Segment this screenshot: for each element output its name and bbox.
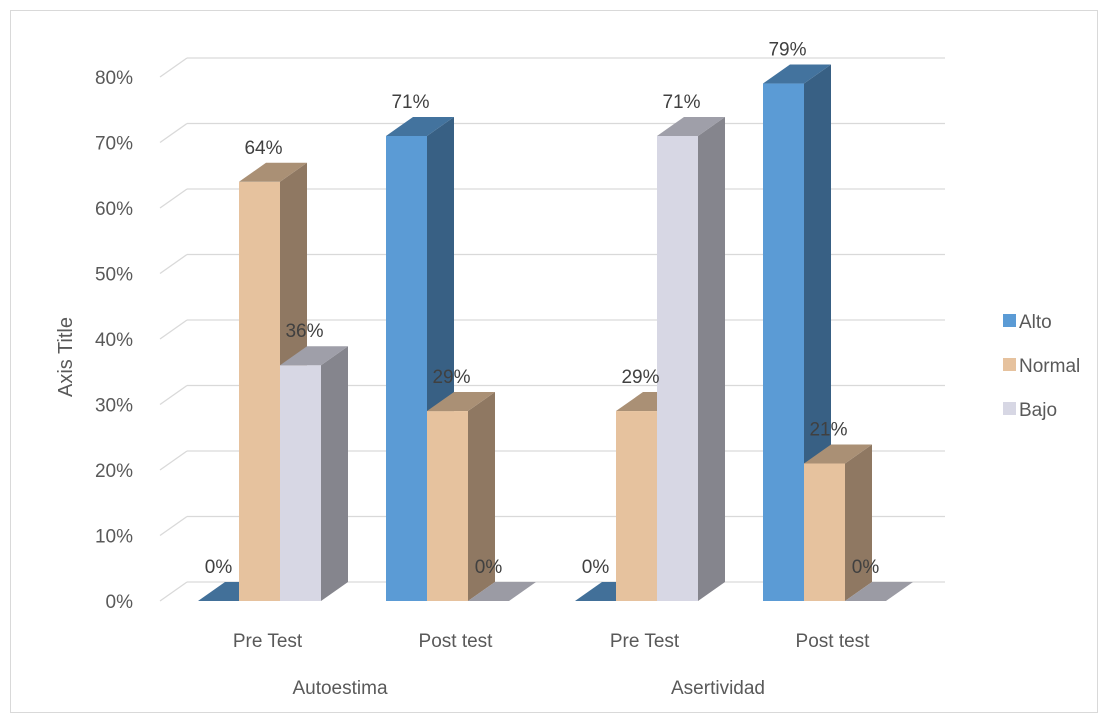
data-label: 79% bbox=[768, 40, 806, 61]
gridline-side bbox=[159, 57, 188, 78]
gridline-side bbox=[159, 515, 188, 537]
data-label: 0% bbox=[852, 557, 880, 578]
bars bbox=[198, 64, 913, 602]
bar-bajo bbox=[468, 582, 536, 601]
legend: Alto Normal Bajo bbox=[1003, 312, 1080, 421]
data-label: 29% bbox=[432, 367, 470, 388]
y-tick-label: 20% bbox=[95, 461, 133, 482]
legend-swatch bbox=[1003, 402, 1016, 415]
y-tick-label: 30% bbox=[95, 396, 133, 417]
data-label: 71% bbox=[391, 92, 429, 113]
y-tick-label: 10% bbox=[95, 527, 133, 548]
legend-label: Alto bbox=[1019, 312, 1052, 333]
legend-label: Normal bbox=[1019, 356, 1080, 377]
y-tick-label: 80% bbox=[95, 68, 133, 89]
data-label: 36% bbox=[285, 321, 323, 342]
x-axis-group-labels: Autoestima Asertividad bbox=[292, 678, 765, 699]
y-axis-ticks: 0% 10% 20% 30% 40% 50% 60% 70% 80% bbox=[95, 68, 133, 613]
legend-swatch bbox=[1003, 314, 1016, 327]
x-group-label: Autoestima bbox=[292, 678, 387, 699]
y-axis-title: Axis Title bbox=[55, 317, 77, 397]
y-tick-label: 70% bbox=[95, 134, 133, 155]
x-tick-label: Post test bbox=[419, 631, 494, 652]
gridline-side bbox=[159, 253, 188, 275]
y-tick-label: 50% bbox=[95, 265, 133, 286]
data-label: 64% bbox=[244, 138, 282, 159]
legend-item-alto: Alto bbox=[1003, 312, 1052, 333]
bar-bajo bbox=[845, 582, 913, 601]
data-label: 0% bbox=[475, 557, 503, 578]
bar-bajo bbox=[280, 346, 348, 601]
bar-bajo bbox=[657, 116, 725, 601]
y-tick-label: 60% bbox=[95, 199, 133, 220]
legend-item-bajo: Bajo bbox=[1003, 400, 1057, 421]
gridline-side bbox=[159, 384, 188, 406]
x-tick-label: Post test bbox=[796, 631, 871, 652]
data-label: 0% bbox=[582, 557, 610, 578]
chart-frame bbox=[10, 10, 1098, 713]
gridline-side bbox=[159, 450, 188, 471]
bar-normal bbox=[427, 392, 495, 601]
gridline-side bbox=[159, 319, 188, 340]
gridline-side bbox=[159, 581, 188, 602]
gridline-side bbox=[159, 188, 188, 209]
data-label: 0% bbox=[205, 557, 233, 578]
gridline-side bbox=[159, 122, 188, 144]
legend-item-normal: Normal bbox=[1003, 356, 1080, 377]
legend-swatch bbox=[1003, 358, 1016, 371]
data-label: 71% bbox=[662, 92, 700, 113]
data-label: 21% bbox=[809, 419, 847, 440]
x-axis-ticks: Pre Test Post test Pre Test Post test bbox=[233, 631, 870, 652]
x-tick-label: Pre Test bbox=[233, 631, 303, 652]
legend-label: Bajo bbox=[1019, 400, 1057, 421]
x-group-label: Asertividad bbox=[671, 678, 765, 699]
data-labels: 0% 64% 36% 71% 29% 0% 0% 29% 71% 79% 21% 0% bbox=[205, 40, 880, 578]
y-tick-label: 40% bbox=[95, 330, 133, 351]
y-tick-label: 0% bbox=[106, 592, 134, 613]
data-label: 29% bbox=[621, 367, 659, 388]
bar-normal bbox=[804, 444, 872, 601]
bar-alto bbox=[386, 116, 454, 601]
x-tick-label: Pre Test bbox=[610, 631, 680, 652]
